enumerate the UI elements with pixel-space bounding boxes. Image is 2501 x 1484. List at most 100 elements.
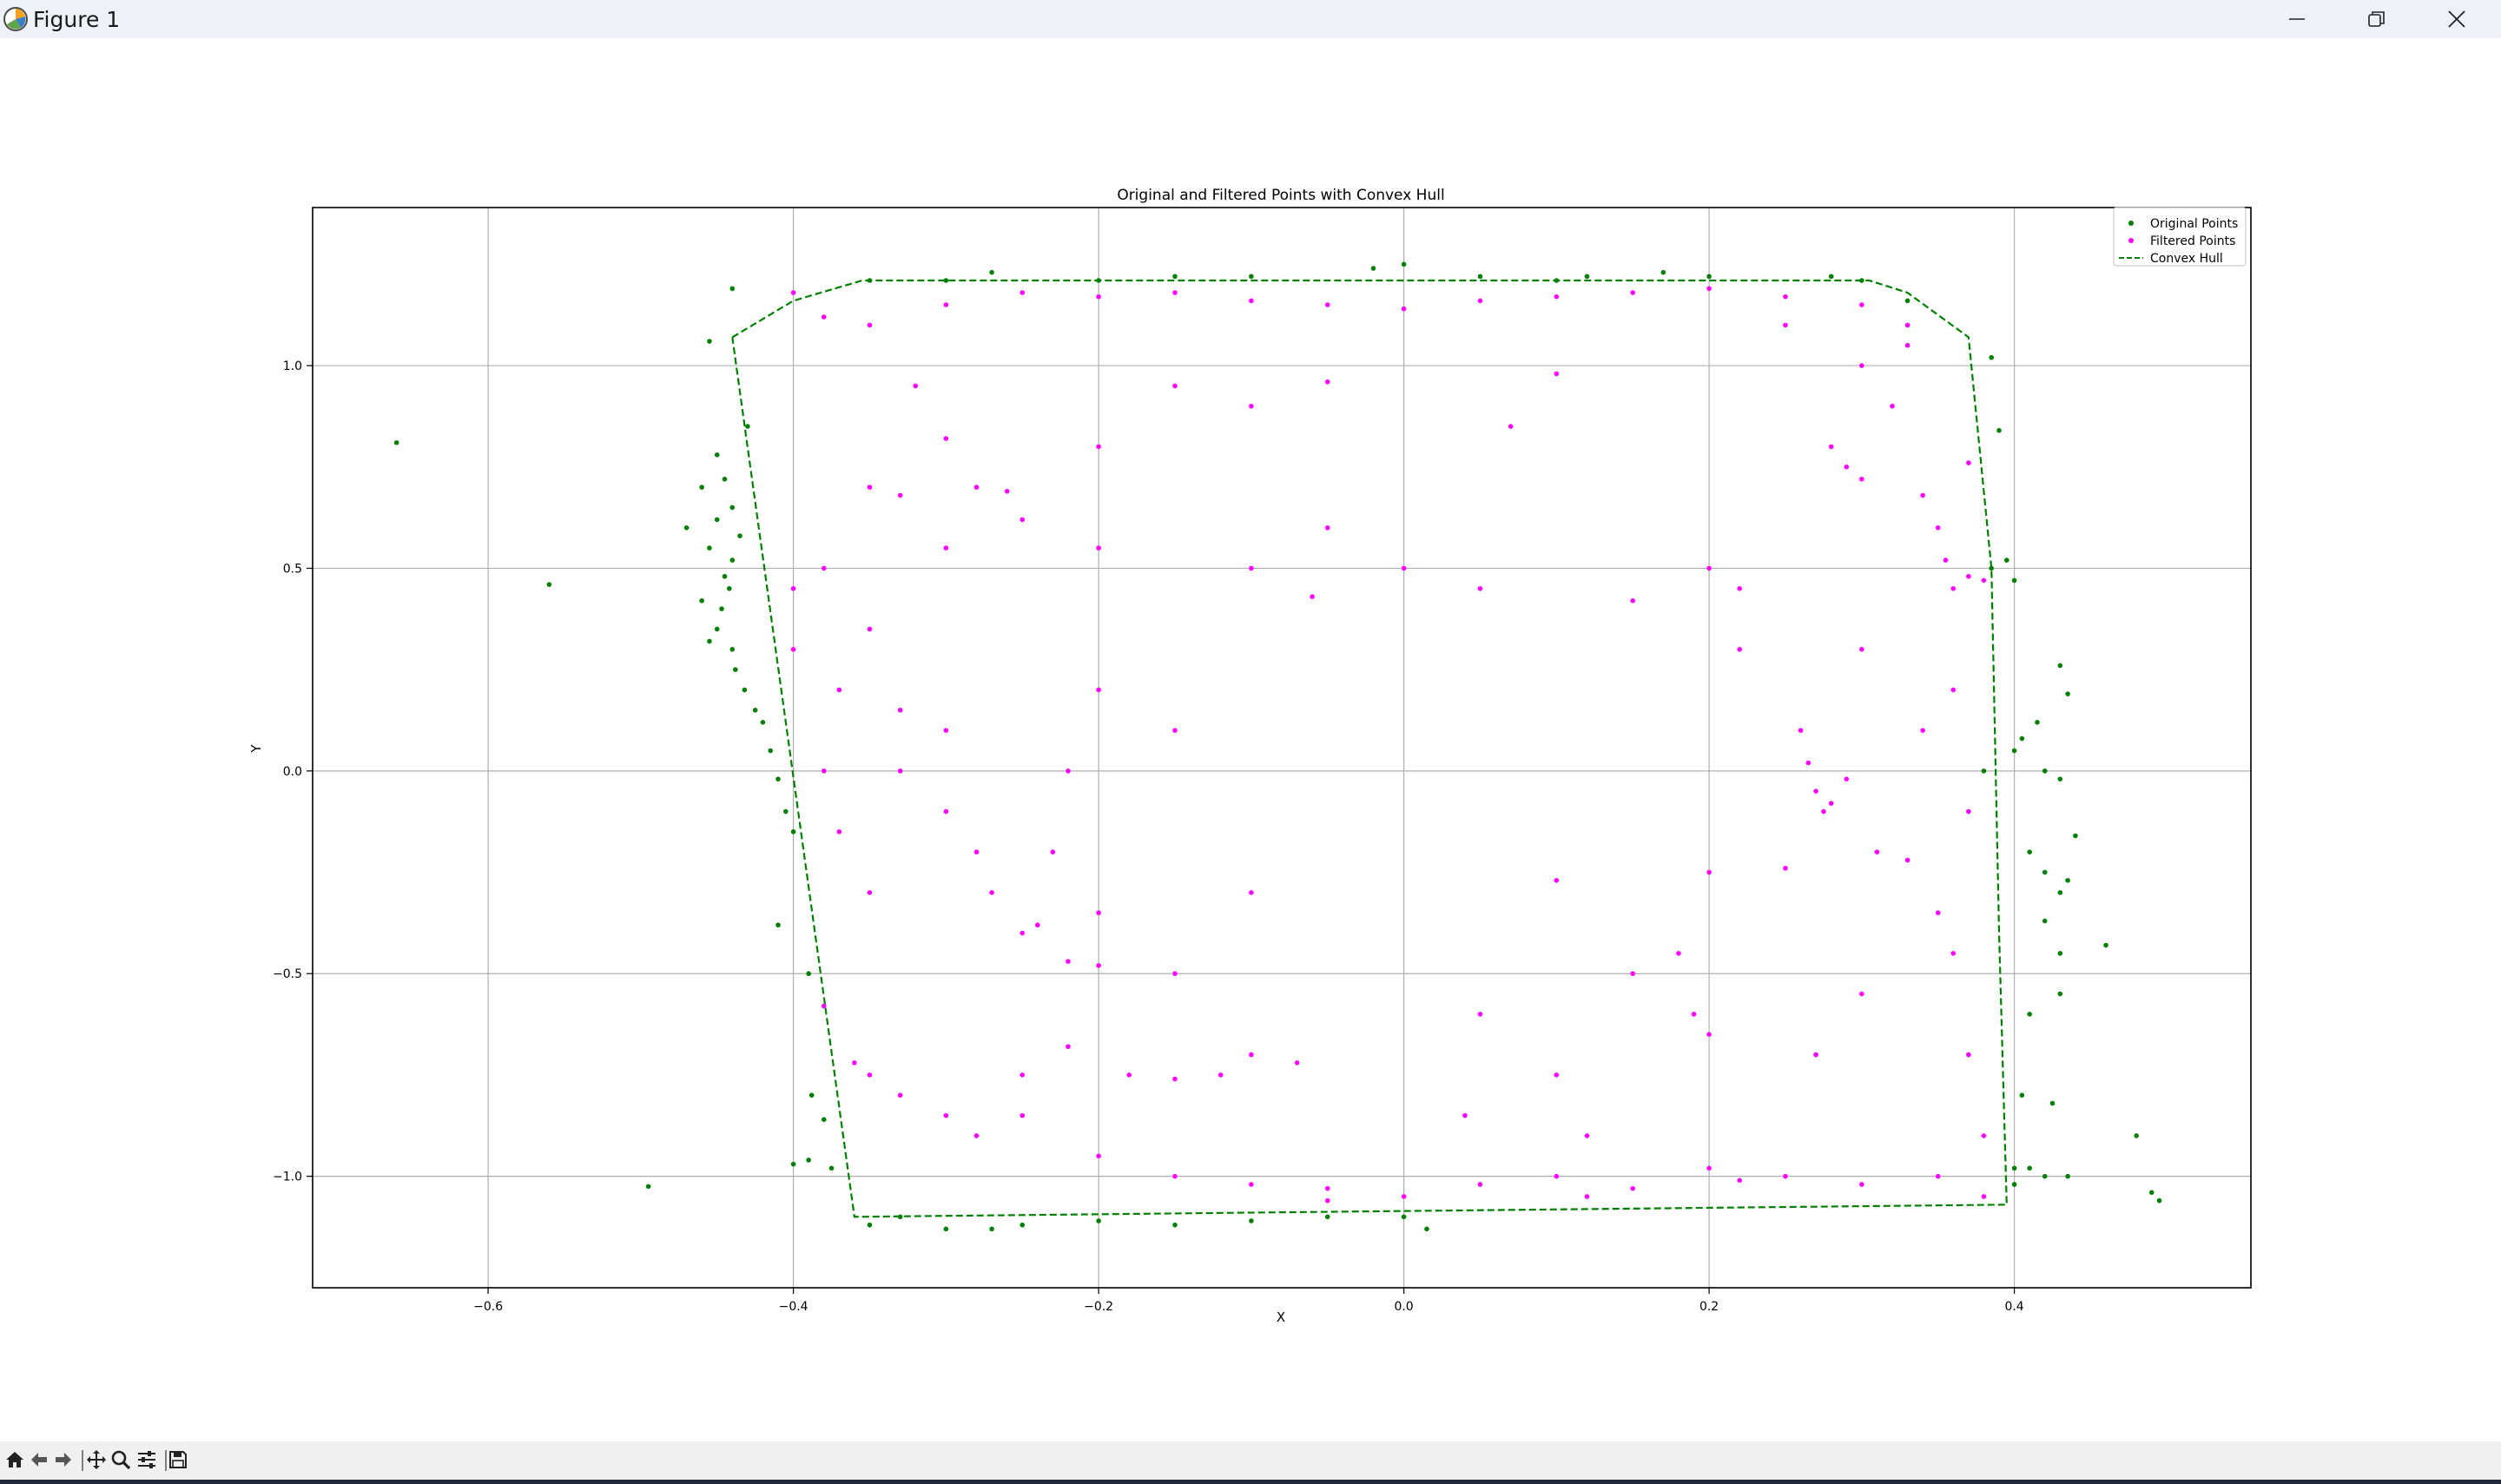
original-point — [783, 808, 789, 815]
x-axis-label: X — [1277, 1309, 1285, 1325]
convex-hull-line — [731, 279, 2008, 1218]
filtered-point — [1828, 801, 1834, 806]
original-point — [742, 687, 748, 693]
filtered-point — [1310, 594, 1315, 599]
original-point — [2049, 1100, 2056, 1106]
original-point — [2004, 557, 2009, 563]
back-button[interactable] — [26, 1447, 52, 1473]
original-point — [1401, 261, 1407, 267]
original-point — [729, 505, 736, 511]
minimize-icon — [2289, 18, 2305, 20]
window-title: Figure 1 — [33, 7, 121, 32]
x-tick-label: 0.2 — [1699, 1300, 1719, 1314]
original-point — [683, 524, 690, 531]
filtered-point — [1477, 585, 1483, 591]
filtered-point — [1050, 849, 1056, 854]
zoom-button[interactable] — [108, 1447, 134, 1473]
original-point — [943, 278, 949, 283]
filtered-point — [1966, 460, 1971, 465]
filtered-point — [913, 383, 919, 389]
filtered-point — [1904, 322, 1910, 328]
filtered-point — [1821, 808, 1826, 815]
filtered-point — [1966, 573, 1971, 579]
original-point — [745, 424, 750, 429]
filtered-point — [1324, 524, 1330, 531]
original-point — [1370, 266, 1376, 271]
filtered-point — [1401, 565, 1407, 571]
close-button[interactable] — [2418, 0, 2496, 38]
original-point — [2042, 768, 2048, 774]
filtered-point — [867, 626, 873, 632]
filtered-point — [836, 687, 842, 693]
filtered-point — [1020, 290, 1026, 295]
original-point — [867, 1222, 873, 1228]
filtered-point — [1096, 294, 1101, 300]
filtered-point — [1844, 464, 1850, 470]
x-tick-label: −0.4 — [779, 1300, 808, 1314]
filtered-point — [1172, 1076, 1178, 1082]
filtered-point — [1676, 951, 1681, 956]
filtered-point — [821, 1003, 827, 1009]
filtered-point — [1294, 1060, 1300, 1065]
original-point — [1828, 274, 1834, 280]
filtered-point — [973, 849, 980, 854]
minimize-button[interactable] — [2258, 0, 2336, 38]
original-point — [707, 638, 712, 644]
forward-button[interactable] — [50, 1447, 76, 1473]
legend-filtered-label: Filtered Points — [2150, 234, 2235, 248]
filtered-point — [1096, 687, 1101, 693]
original-point — [806, 971, 811, 977]
filtered-point — [1783, 322, 1788, 328]
convex-hull-layer — [731, 279, 2008, 1218]
original-point — [722, 476, 728, 482]
filtered-point — [1554, 294, 1560, 300]
filtered-point — [1218, 1072, 1224, 1078]
original-point — [1660, 269, 1666, 275]
pan-icon — [87, 1450, 106, 1469]
original-point — [808, 1092, 815, 1098]
filtered-point — [1096, 963, 1101, 968]
filtered-point — [1737, 647, 1743, 652]
filtered-point — [1737, 1177, 1743, 1184]
filtered-point — [1554, 1173, 1560, 1179]
original-point — [989, 1226, 994, 1232]
figure-canvas[interactable]: −0.6 −0.4 −0.2 0.0 0.2 0.4 −1.0 −0.5 0.0 0.5 1.0 O… — [0, 38, 2501, 1441]
pan-button[interactable] — [83, 1447, 109, 1473]
home-button[interactable] — [2, 1447, 28, 1473]
home-icon — [6, 1452, 23, 1468]
original-point — [2065, 691, 2070, 696]
filtered-point — [1249, 1052, 1254, 1058]
axis-ticks: −0.6 −0.4 −0.2 0.0 0.2 0.4 −1.0 −0.5 0.0 0.5 1.0 — [273, 359, 2024, 1314]
filtered-point — [1691, 1012, 1697, 1017]
filtered-point — [943, 1112, 949, 1118]
original-point — [828, 1165, 835, 1171]
restore-icon — [2368, 11, 2385, 27]
original-point — [1477, 274, 1483, 280]
original-point — [2027, 1165, 2032, 1171]
original-point — [806, 1158, 811, 1163]
original-point — [2057, 776, 2063, 782]
filtered-point — [1981, 1133, 1987, 1138]
save-button[interactable] — [165, 1447, 191, 1473]
filtered-point — [1066, 959, 1071, 965]
original-point — [775, 922, 781, 928]
original-point — [2065, 1173, 2070, 1179]
filtered-point — [836, 829, 842, 834]
original-point — [729, 557, 736, 563]
filtered-point — [943, 436, 949, 441]
original-point — [1981, 768, 1987, 774]
filtered-point — [1508, 424, 1514, 429]
original-point — [1020, 1222, 1026, 1228]
filtered-point — [1798, 728, 1804, 733]
maximize-button[interactable] — [2338, 0, 2416, 38]
filtered-points-layer — [790, 286, 1987, 1204]
original-point — [2042, 918, 2048, 924]
original-point — [729, 647, 736, 652]
filtered-point — [1966, 1052, 1971, 1058]
filtered-point — [1904, 342, 1910, 348]
original-point — [699, 597, 704, 603]
original-point — [1096, 278, 1101, 283]
x-tick-label: 0.0 — [1394, 1300, 1413, 1314]
configure-subplots-button[interactable] — [134, 1447, 160, 1473]
y-tick-label: −1.0 — [273, 1171, 302, 1184]
